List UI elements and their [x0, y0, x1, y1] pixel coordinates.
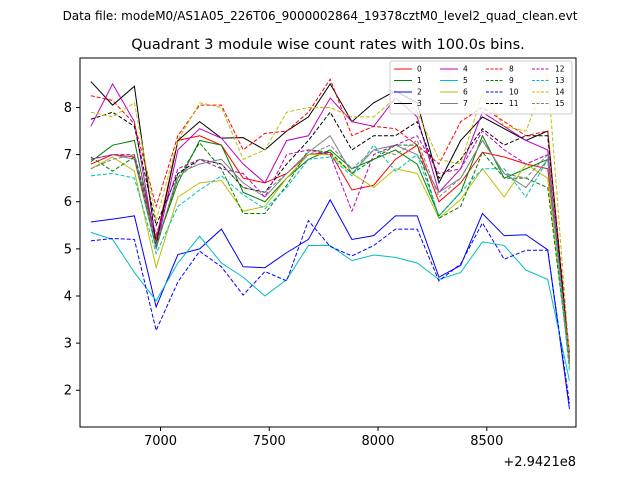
legend-label-6: 6 — [463, 88, 468, 97]
series-line-3 — [90, 81, 570, 363]
legend-label-1: 1 — [417, 76, 422, 85]
series-line-1 — [90, 134, 570, 358]
series-line-2 — [90, 198, 570, 410]
x-tick-label: 8500 — [470, 434, 503, 449]
y-tick-label: 3 — [64, 337, 72, 352]
chart-title: Quadrant 3 module wise count rates with … — [131, 37, 525, 53]
figure-suptitle: Data file: modeM0/AS1A05_226T06_90000028… — [63, 9, 578, 23]
y-axis: 2 3 4 5 6 7 8 — [64, 101, 80, 399]
x-offset-label: +2.9421e8 — [503, 455, 576, 470]
legend-label-13: 13 — [555, 76, 565, 85]
series-line-12 — [90, 130, 570, 363]
series-line-11 — [90, 111, 570, 358]
legend-label-14: 14 — [555, 88, 565, 97]
series-line-10 — [90, 219, 570, 404]
legend-label-4: 4 — [463, 65, 468, 74]
legend-label-9: 9 — [509, 76, 514, 85]
legend-label-0: 0 — [417, 65, 422, 74]
legend-label-5: 5 — [463, 76, 468, 85]
series-line-5 — [90, 231, 570, 381]
legend-label-15: 15 — [555, 99, 565, 108]
legend-label-2: 2 — [417, 88, 422, 97]
series-line-15 — [90, 139, 570, 363]
y-tick-label: 7 — [64, 148, 72, 163]
plot-lines — [90, 74, 570, 410]
y-tick-label: 4 — [64, 289, 72, 304]
series-line-13 — [90, 144, 570, 372]
x-tick-label: 8000 — [361, 434, 394, 449]
legend-label-11: 11 — [509, 99, 519, 108]
legend-label-8: 8 — [509, 65, 514, 74]
plot-area-frame — [79, 57, 577, 428]
legend-frame — [389, 60, 573, 115]
x-tick-label: 7000 — [144, 434, 177, 449]
legend-label-12: 12 — [555, 65, 565, 74]
series-line-4 — [90, 82, 570, 365]
y-tick-label: 5 — [64, 242, 72, 257]
x-tick-label: 7500 — [253, 434, 286, 449]
legend-label-7: 7 — [463, 99, 468, 108]
y-tick-label: 2 — [64, 384, 72, 399]
y-tick-label: 8 — [64, 101, 72, 116]
legend-label-10: 10 — [509, 88, 519, 97]
x-axis: 7000 7500 8000 8500 — [144, 427, 503, 449]
y-tick-label: 6 — [64, 195, 72, 210]
legend-label-3: 3 — [417, 99, 422, 108]
